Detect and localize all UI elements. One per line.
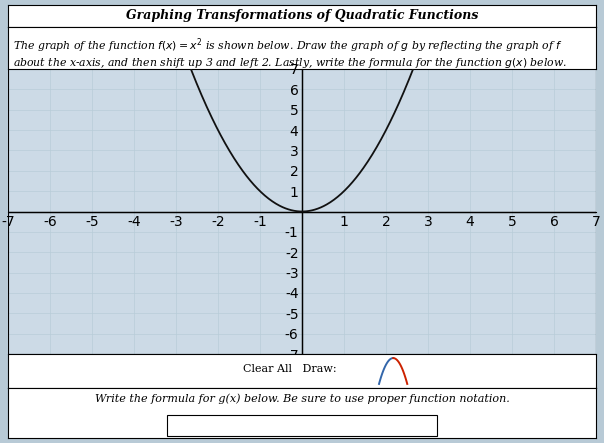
FancyBboxPatch shape: [167, 415, 437, 435]
Text: Graphing Transformations of Quadratic Functions: Graphing Transformations of Quadratic Fu…: [126, 9, 478, 23]
Text: Write the formula for g(x) below. Be sure to use proper function notation.: Write the formula for g(x) below. Be sur…: [95, 394, 509, 404]
Text: The graph of the function $f(x) = x^2$ is shown below. Draw the graph of $g$ by : The graph of the function $f(x) = x^2$ i…: [13, 36, 563, 55]
Text: Clear All   Draw:: Clear All Draw:: [243, 364, 337, 374]
Text: about the x-axis, and then shift up 3 and left 2. Lastly, write the formula for : about the x-axis, and then shift up 3 an…: [13, 55, 567, 70]
